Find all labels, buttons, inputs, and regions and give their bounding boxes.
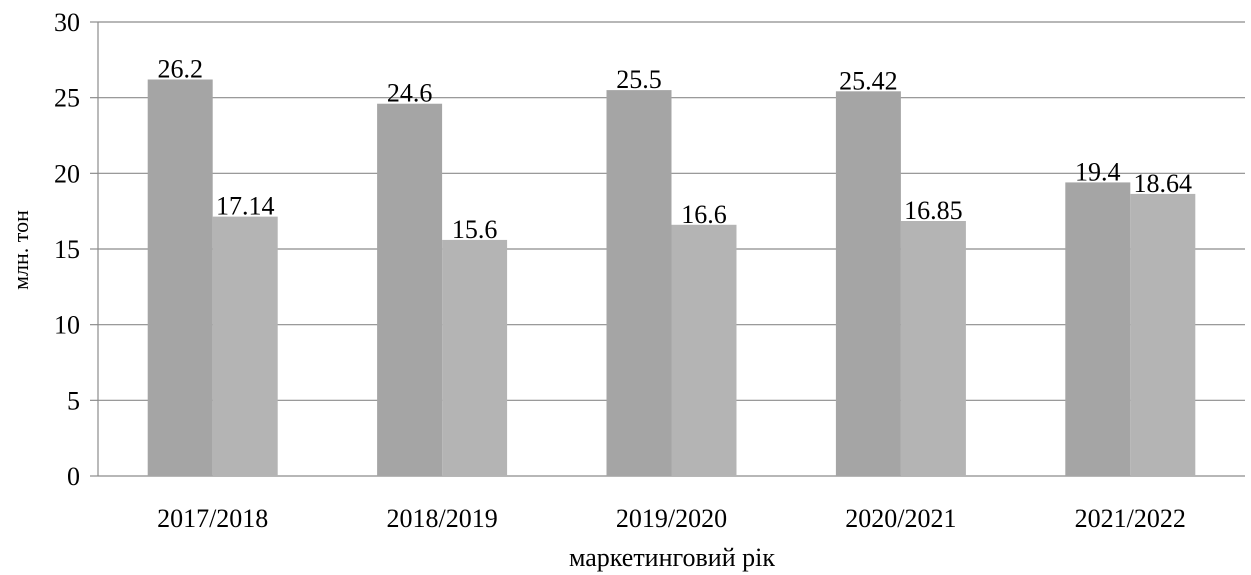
bar [1065, 182, 1131, 476]
y-tick-label: 30 [54, 8, 80, 37]
y-tick-label: 0 [67, 462, 80, 491]
bar [377, 103, 443, 476]
y-tick-label: 25 [54, 84, 80, 113]
data-label: 15.6 [452, 215, 498, 244]
x-tick-label: 2018/2019 [386, 504, 497, 533]
data-label: 24.6 [387, 79, 433, 108]
y-axis-label: млн. тон [8, 210, 33, 290]
x-tick-label: 2021/2022 [1075, 504, 1186, 533]
x-tick-label: 2019/2020 [616, 504, 727, 533]
data-label: 17.14 [216, 192, 275, 221]
data-label: 18.64 [1134, 169, 1193, 198]
bar [671, 224, 737, 476]
bar [1130, 193, 1196, 476]
x-axis-label: маркетинговий рік [569, 543, 775, 572]
data-label: 16.85 [904, 196, 963, 225]
y-tick-label: 15 [54, 235, 80, 264]
data-label: 25.42 [839, 66, 898, 95]
data-label: 26.2 [157, 55, 203, 84]
bar [442, 239, 508, 476]
data-label: 16.6 [681, 200, 727, 229]
y-tick-label: 5 [67, 386, 80, 415]
bar [212, 216, 278, 476]
bar [900, 221, 966, 476]
data-label: 25.5 [616, 65, 662, 94]
y-tick-label: 10 [54, 311, 80, 340]
bar [147, 79, 213, 477]
y-tick-label: 20 [54, 159, 80, 188]
x-tick-label: 2020/2021 [845, 504, 956, 533]
x-tick-label: 2017/2018 [157, 504, 268, 533]
bar [835, 91, 901, 476]
bar [606, 90, 672, 476]
data-label: 19.4 [1075, 157, 1121, 186]
